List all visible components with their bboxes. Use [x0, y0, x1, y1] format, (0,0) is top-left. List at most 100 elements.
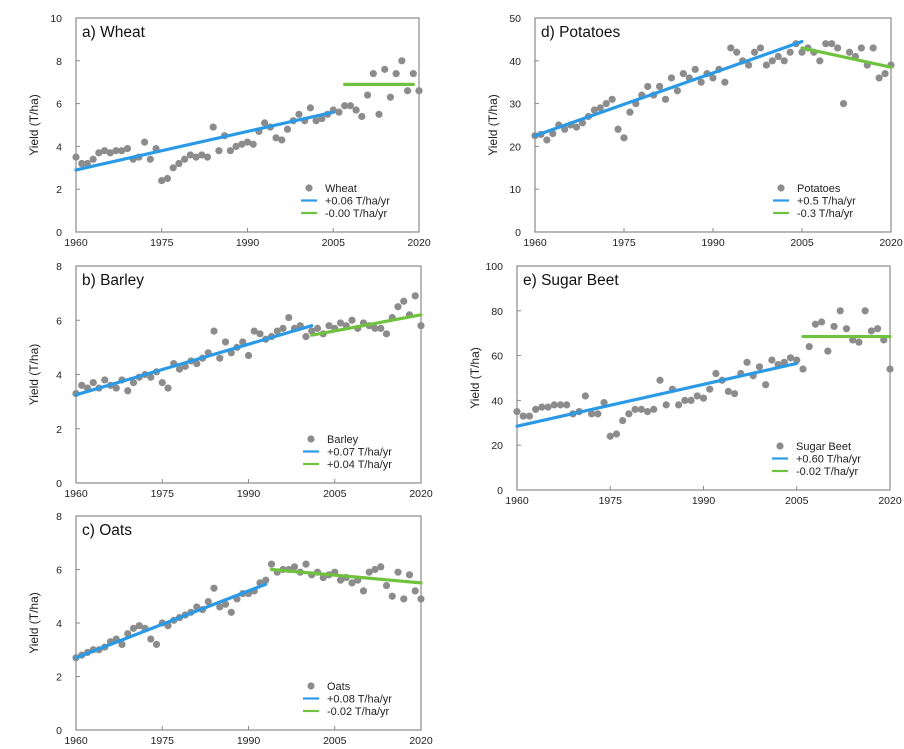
panel-title: b) Barley — [82, 272, 144, 289]
data-point — [146, 155, 154, 163]
data-point — [881, 70, 889, 78]
data-point — [403, 87, 412, 95]
data-point — [409, 70, 417, 78]
data-point — [375, 110, 383, 118]
legend-marker — [305, 184, 313, 192]
data-point — [721, 78, 729, 86]
data-point — [365, 568, 373, 576]
legend-label: -0.02 T/ha/yr — [327, 706, 389, 718]
data-point — [608, 95, 616, 103]
data-point — [382, 581, 391, 590]
y-tick-label: 8 — [56, 56, 62, 68]
data-point — [687, 396, 695, 404]
data-point — [727, 44, 735, 52]
x-tick-label: 1990 — [236, 237, 260, 249]
panel-title: e) Sugar Beet — [523, 272, 619, 289]
data-point — [886, 365, 894, 373]
legend-marker — [777, 184, 785, 192]
data-point — [394, 303, 402, 311]
data-point — [306, 104, 314, 112]
data-point — [336, 319, 345, 327]
y-tick-label: 2 — [56, 184, 62, 196]
data-point — [612, 430, 621, 438]
data-point — [325, 322, 333, 330]
data-point — [822, 40, 830, 48]
data-point — [124, 387, 132, 395]
legend-label: Potatoes — [797, 183, 841, 195]
panel-barley: 0 2 4 6 8 1960 1975 1990 2005 2020 Yield (T/ha) b) … — [27, 261, 433, 500]
legend-marker — [307, 435, 315, 443]
data-point — [129, 379, 138, 387]
data-point — [793, 356, 801, 364]
data-point — [675, 401, 683, 409]
data-point — [158, 379, 166, 387]
data-point — [203, 153, 212, 161]
y-axis-label: Yield (T/ha) — [27, 94, 41, 156]
y-tick-label: 8 — [56, 511, 62, 523]
data-point — [405, 571, 414, 579]
data-point — [209, 123, 217, 131]
data-point — [724, 387, 732, 396]
trend-line — [74, 324, 314, 397]
data-point — [221, 600, 230, 608]
data-point — [83, 159, 92, 168]
data-point — [619, 416, 627, 425]
data-point — [100, 147, 109, 155]
data-point — [839, 100, 848, 108]
data-point — [768, 57, 776, 65]
data-point — [400, 297, 408, 305]
data-point — [667, 74, 676, 82]
panel-title: a) Wheat — [82, 24, 146, 41]
data-point — [625, 410, 633, 418]
y-tick-label: 60 — [491, 351, 503, 363]
data-point — [762, 381, 770, 389]
y-axis-label: Yield (T/ha) — [468, 347, 482, 409]
legend-label: +0.06 T/ha/yr — [325, 196, 390, 208]
data-point — [415, 87, 423, 95]
data-point — [308, 327, 316, 335]
data-point — [204, 598, 212, 606]
data-point — [805, 343, 813, 351]
data-point — [644, 82, 652, 91]
legend-label: +0.5 T/ha/yr — [797, 196, 856, 208]
y-tick-label: 50 — [509, 13, 521, 25]
y-tick-label: 10 — [509, 184, 521, 196]
x-tick-label: 2020 — [409, 735, 433, 747]
x-tick-label: 1960 — [64, 237, 88, 249]
data-point — [411, 587, 419, 595]
y-tick-label: 0 — [515, 227, 521, 239]
y-tick-label: 30 — [509, 99, 521, 111]
x-tick-label: 1975 — [612, 237, 636, 249]
data-point — [279, 324, 287, 332]
x-tick-label: 2005 — [785, 495, 809, 507]
data-point — [656, 376, 664, 384]
data-point — [186, 151, 194, 159]
legend-label: Oats — [327, 681, 351, 693]
data-point — [302, 332, 310, 341]
data-point — [712, 369, 720, 378]
data-point — [262, 576, 270, 584]
y-tick-label: 6 — [56, 565, 62, 577]
panel-title: c) Oats — [82, 522, 132, 539]
legend-marker — [776, 442, 784, 450]
data-point — [238, 140, 246, 148]
data-point — [175, 159, 183, 168]
data-point — [192, 153, 200, 161]
legend: Potatoes+0.5 T/ha/yr-0.3 T/ha/yr — [773, 183, 856, 220]
data-point — [699, 394, 708, 402]
data-point — [780, 358, 788, 366]
data-point — [267, 560, 276, 568]
data-point — [89, 379, 97, 387]
legend-label: +0.08 T/ha/yr — [327, 694, 392, 706]
panel-sugar-beet: 0 20 40 60 80 100 1960 1975 1990 2005 2020 Yield (T… — [468, 261, 902, 507]
x-tick-label: 2005 — [322, 237, 346, 249]
data-point — [743, 358, 751, 366]
x-tick-label: 1960 — [523, 237, 547, 249]
data-point — [786, 354, 795, 362]
data-point — [273, 327, 281, 335]
y-tick-label: 0 — [56, 725, 62, 737]
data-point — [590, 106, 598, 114]
panel-wheat: 0 2 4 6 8 10 1960 1975 1990 2005 2020 Yield (T/ha) a… — [27, 13, 431, 249]
data-point — [382, 330, 391, 338]
data-point — [369, 70, 377, 78]
